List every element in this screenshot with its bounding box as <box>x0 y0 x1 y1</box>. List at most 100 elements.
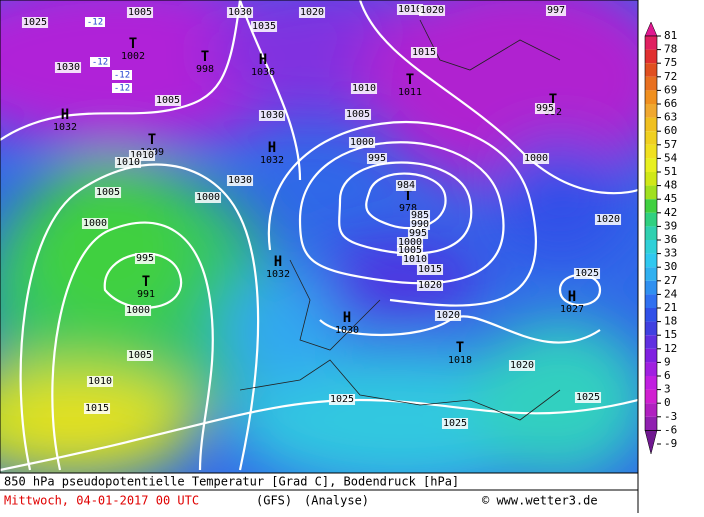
label-bg <box>441 418 469 429</box>
isobar-label: 1010 <box>88 376 112 387</box>
label-bg <box>401 254 429 265</box>
isobar-label: 1000 <box>524 153 548 164</box>
label-bg <box>134 253 156 264</box>
isobar-label: 1005 <box>346 109 370 120</box>
caption-credit: © www.wetter3.de <box>482 494 598 508</box>
label-bg <box>81 218 109 229</box>
temp-label: -12 <box>114 71 130 81</box>
center-pressure: 1002 <box>121 51 145 62</box>
label-bg <box>350 83 378 94</box>
legend-swatch <box>645 362 657 376</box>
legend-label: 27 <box>664 274 677 287</box>
legend-swatch <box>645 335 657 349</box>
isobar-label: 1020 <box>436 310 460 321</box>
isobar-label: 995 <box>368 153 386 164</box>
center-symbol: H <box>259 52 267 68</box>
legend-swatch <box>645 294 657 308</box>
label-bg <box>114 157 142 168</box>
center-pressure: 1027 <box>560 304 584 315</box>
label-bg <box>258 110 286 121</box>
isobar-label: 1000 <box>350 137 374 148</box>
legend-swatch <box>645 172 657 186</box>
isobar-label: 1005 <box>398 245 422 256</box>
legend-swatch <box>645 90 657 104</box>
center-pressure: 991 <box>137 289 155 300</box>
isobar-label: 1020 <box>596 214 620 225</box>
legend-label: 63 <box>664 111 677 124</box>
isobar-label: 1020 <box>510 360 534 371</box>
legend-label: 81 <box>664 29 677 42</box>
center-pressure: 1032 <box>53 122 77 133</box>
isobar-label: 1030 <box>56 62 80 73</box>
isobar-label: 1005 <box>96 187 120 198</box>
isobar-label: 1030 <box>260 110 284 121</box>
isobar-label: 995 <box>409 228 427 239</box>
isobar-label: 985 <box>411 210 429 221</box>
legend-label: 51 <box>664 165 677 178</box>
legend-label: 6 <box>664 369 671 382</box>
center-pressure: 1018 <box>448 355 472 366</box>
label-bg <box>434 310 462 321</box>
isobar-label: 1030 <box>228 175 252 186</box>
legend-label: -9 <box>664 437 677 450</box>
isobar-label: 1025 <box>575 268 599 279</box>
legend-label: 54 <box>664 151 678 164</box>
legend-swatch <box>645 321 657 336</box>
center-symbol: T <box>142 274 150 290</box>
center-symbol: T <box>404 188 412 204</box>
temp-bg <box>112 83 132 93</box>
center-pressure: 998 <box>196 64 214 75</box>
label-bg <box>545 5 567 16</box>
label-bg <box>534 103 556 114</box>
center-symbol: H <box>343 310 351 326</box>
isobar-label: 1010 <box>403 254 427 265</box>
center-pressure: 1011 <box>398 87 422 98</box>
legend-swatch <box>645 185 657 200</box>
isobar-label: 1015 <box>412 47 436 58</box>
label-bg <box>126 350 154 361</box>
legend-swatch <box>645 144 657 159</box>
legend-swatch <box>645 280 657 295</box>
label-bg <box>250 21 278 32</box>
legend-border <box>644 35 658 431</box>
isobar-label: 1030 <box>228 7 252 18</box>
legend-swatch <box>645 199 657 213</box>
isobar-label: 1015 <box>418 264 442 275</box>
label-bg <box>344 109 372 120</box>
label-bg <box>410 47 438 58</box>
label-bg <box>594 214 622 225</box>
label-bg <box>226 7 254 18</box>
legend-label: 45 <box>664 192 677 205</box>
label-bg <box>522 153 550 164</box>
isobar-label: 1025 <box>330 394 354 405</box>
center-symbol: T <box>406 72 414 88</box>
legend-label: 60 <box>664 124 677 137</box>
center-symbol: T <box>549 92 557 108</box>
isobar-label: 1010 <box>352 83 376 94</box>
legend-swatch <box>645 240 657 254</box>
isobar-label: 1010 <box>130 150 154 161</box>
legend-swatch <box>645 104 657 118</box>
legend-label: 33 <box>664 247 677 260</box>
center-pressure: 1030 <box>335 325 359 336</box>
isobar-label: 1005 <box>128 350 152 361</box>
center-symbol: T <box>201 49 209 65</box>
label-bg <box>194 192 222 203</box>
label-bg <box>328 394 356 405</box>
temp-label: -12 <box>92 58 108 68</box>
isobar-label: 990 <box>411 219 429 230</box>
label-bg <box>418 5 446 16</box>
temp-label: -12 <box>114 84 130 94</box>
caption-model: (GFS) <box>256 494 292 508</box>
legend-label: 66 <box>664 97 677 110</box>
label-bg <box>407 228 429 239</box>
legend-swatch <box>645 36 657 50</box>
isobar-label: 1010 <box>116 157 140 168</box>
isobar-label: 1035 <box>252 21 276 32</box>
legend-swatch <box>645 76 657 91</box>
legend-label: 78 <box>664 43 677 56</box>
label-bg <box>128 150 156 161</box>
label-bg <box>396 245 424 256</box>
label-bg <box>409 219 431 230</box>
label-bg <box>54 62 82 73</box>
